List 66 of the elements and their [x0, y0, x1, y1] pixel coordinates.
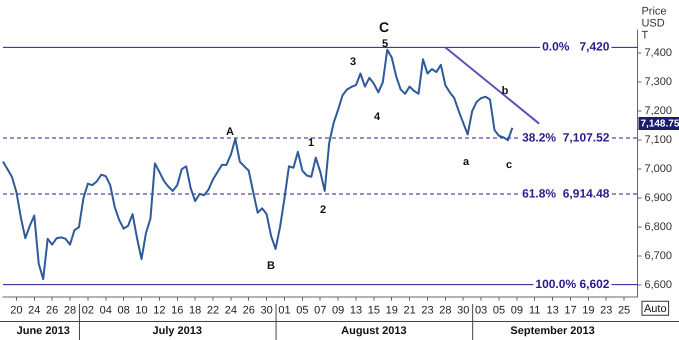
y-tick-label: 6,800 [644, 221, 672, 234]
x-tick-label: 11 [528, 304, 540, 316]
y-tick-label: 7,300 [644, 76, 672, 88]
x-tick-label: 12 [153, 304, 166, 316]
x-tick-label: 18 [189, 304, 202, 316]
x-tick-label: 16 [171, 304, 184, 316]
x-tick-label: 10 [135, 304, 148, 316]
y-tick-label: 6,700 [644, 250, 672, 262]
annotation: B [267, 260, 276, 272]
x-tick-label: 26 [46, 304, 58, 316]
x-tick-label: 04 [100, 304, 112, 316]
x-tick-label: 21 [403, 304, 416, 316]
ref-line-label: 38.2% 7,107.52 [522, 130, 610, 144]
x-tick-label: 15 [368, 304, 380, 316]
annotation: 5 [382, 38, 388, 50]
y-tick-label: 6,900 [644, 192, 672, 204]
x-tick-label: 22 [206, 304, 220, 316]
y-tick-label: 7,400 [644, 47, 672, 60]
x-tick-label: 23 [421, 304, 434, 316]
ref-line-label: 61.8% 6,914.48 [522, 186, 610, 200]
x-tick-label: 28 [439, 304, 452, 316]
annotation: 3 [350, 56, 356, 68]
y-tick-label: 7,000 [644, 163, 672, 176]
x-tick-label: 01 [278, 304, 291, 316]
x-tick-label: 07 [314, 304, 326, 316]
text: Auto [644, 302, 667, 315]
annotation: a [462, 156, 470, 168]
annotation: 1 [308, 137, 314, 150]
text: June 2013 [16, 325, 70, 338]
x-tick-label: 28 [64, 304, 76, 316]
annotation: A [226, 126, 234, 138]
y-tick-label: 7,100 [644, 134, 672, 146]
x-tick-label: 13 [350, 304, 362, 316]
text: 7,148.75 [640, 118, 679, 130]
x-tick-label: 17 [564, 304, 577, 316]
x-tick-label: 30 [457, 304, 470, 316]
annotation: c [506, 159, 512, 172]
x-tick-label: 25 [618, 304, 630, 316]
x-tick-label: 03 [474, 304, 488, 316]
x-tick-label: 26 [242, 304, 255, 316]
x-tick-label: 05 [492, 304, 506, 316]
x-tick-label: 08 [118, 304, 130, 316]
x-tick-label: 13 [546, 304, 559, 316]
y-axis-title: Price USD T [641, 6, 667, 42]
x-tick-label: 19 [582, 304, 594, 316]
ref-line-label: 100.0% 6,602 [535, 276, 610, 291]
text: September 2013 [510, 325, 595, 338]
annotation: 4 [374, 111, 381, 124]
x-tick-label: 20 [10, 304, 23, 316]
x-tick-label: 30 [260, 304, 273, 316]
x-tick-label: 24 [224, 304, 237, 316]
annotation: C [378, 18, 390, 35]
x-tick-label: 02 [82, 304, 94, 316]
ref-line-label: 0.0% 7,420 [542, 40, 610, 54]
annotation: b [502, 85, 509, 98]
x-tick-label: 09 [510, 304, 523, 316]
annotation: 2 [320, 204, 326, 216]
y-tick-label: 7,200 [644, 105, 672, 118]
x-tick-label: 19 [386, 304, 398, 316]
x-tick-label: 24 [28, 304, 40, 316]
x-tick-label: 23 [600, 304, 612, 316]
x-tick-label: 09 [332, 304, 344, 316]
y-tick-label: 6,600 [644, 279, 672, 292]
text: August 2013 [341, 325, 407, 338]
text: July 2013 [152, 325, 202, 338]
x-tick-label: 05 [296, 304, 308, 316]
